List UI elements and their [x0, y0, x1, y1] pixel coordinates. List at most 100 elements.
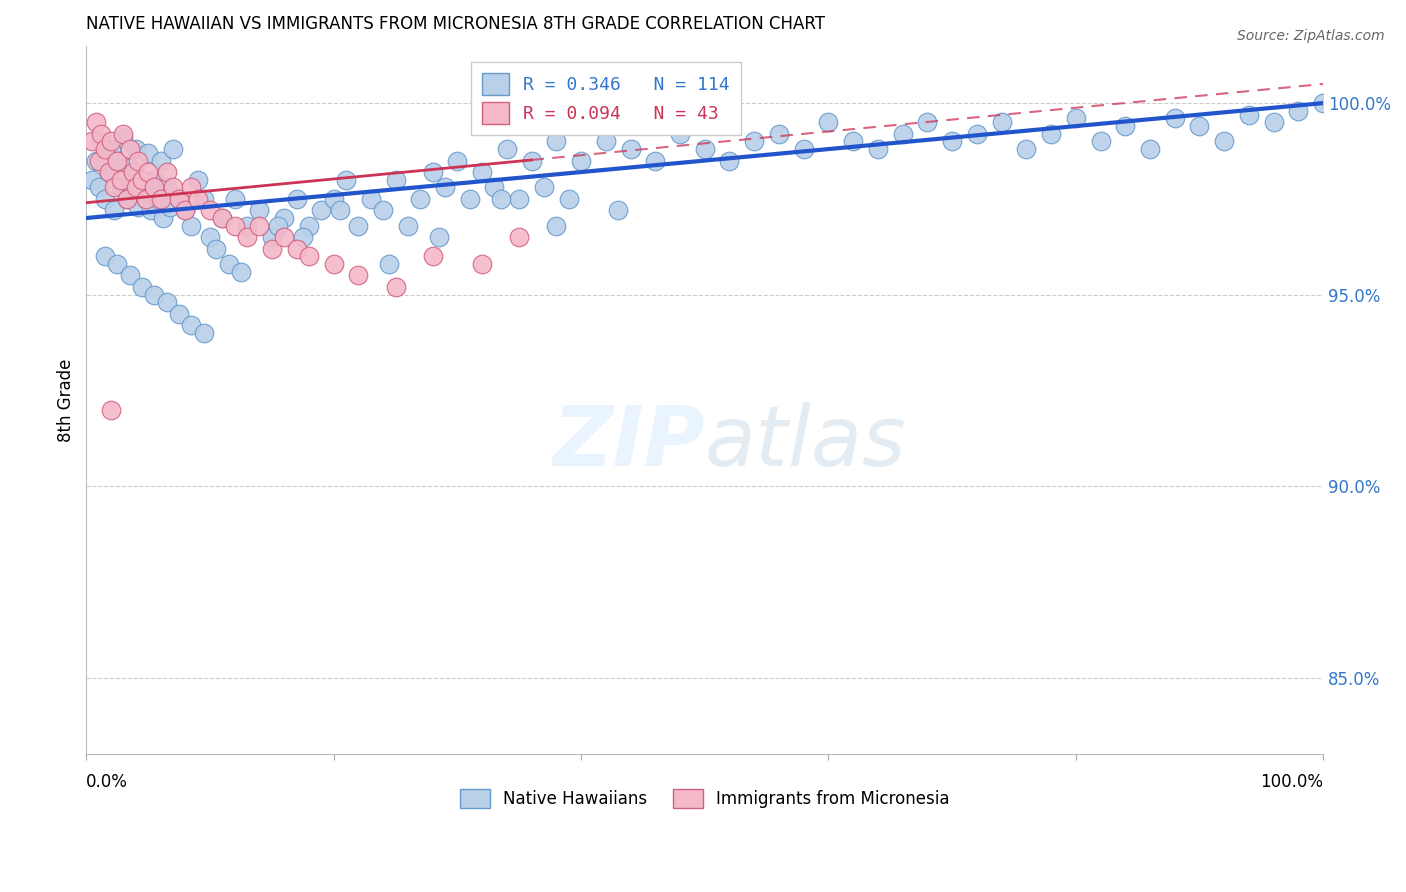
Point	[817, 115, 839, 129]
Point	[267, 219, 290, 233]
Point	[146, 192, 169, 206]
Point	[90, 135, 112, 149]
Point	[174, 203, 197, 218]
Point	[260, 242, 283, 256]
Point	[159, 200, 181, 214]
Point	[569, 153, 592, 168]
Point	[143, 287, 166, 301]
Point	[105, 153, 128, 168]
Point	[644, 153, 666, 168]
Point	[669, 127, 692, 141]
Point	[1064, 112, 1087, 126]
Point	[131, 172, 153, 186]
Point	[193, 192, 215, 206]
Point	[742, 135, 765, 149]
Point	[595, 135, 617, 149]
Point	[1263, 115, 1285, 129]
Point	[112, 127, 135, 141]
Point	[347, 219, 370, 233]
Point	[198, 230, 221, 244]
Point	[866, 142, 889, 156]
Point	[793, 142, 815, 156]
Point	[990, 115, 1012, 129]
Point	[1164, 112, 1187, 126]
Point	[619, 142, 641, 156]
Point	[229, 265, 252, 279]
Point	[118, 142, 141, 156]
Point	[471, 257, 494, 271]
Legend: Native Hawaiians, Immigrants from Micronesia: Native Hawaiians, Immigrants from Micron…	[451, 780, 957, 817]
Point	[143, 172, 166, 186]
Point	[224, 192, 246, 206]
Point	[122, 165, 145, 179]
Point	[1213, 135, 1236, 149]
Point	[84, 115, 107, 129]
Point	[105, 257, 128, 271]
Point	[966, 127, 988, 141]
Point	[187, 172, 209, 186]
Point	[156, 165, 179, 179]
Point	[135, 192, 157, 206]
Point	[162, 142, 184, 156]
Point	[311, 203, 333, 218]
Point	[143, 180, 166, 194]
Text: NATIVE HAWAIIAN VS IMMIGRANTS FROM MICRONESIA 8TH GRADE CORRELATION CHART: NATIVE HAWAIIAN VS IMMIGRANTS FROM MICRO…	[86, 15, 825, 33]
Point	[94, 249, 117, 263]
Point	[167, 192, 190, 206]
Y-axis label: 8th Grade: 8th Grade	[58, 359, 75, 442]
Point	[285, 242, 308, 256]
Point	[260, 230, 283, 244]
Point	[298, 219, 321, 233]
Point	[396, 219, 419, 233]
Point	[122, 180, 145, 194]
Point	[131, 280, 153, 294]
Point	[446, 153, 468, 168]
Point	[360, 192, 382, 206]
Point	[1015, 142, 1038, 156]
Point	[891, 127, 914, 141]
Point	[103, 203, 125, 218]
Point	[1090, 135, 1112, 149]
Point	[291, 230, 314, 244]
Point	[520, 153, 543, 168]
Point	[422, 249, 444, 263]
Point	[97, 165, 120, 179]
Point	[273, 211, 295, 225]
Point	[100, 135, 122, 149]
Point	[127, 153, 149, 168]
Point	[607, 203, 630, 218]
Point	[82, 135, 104, 149]
Point	[458, 192, 481, 206]
Point	[1237, 107, 1260, 121]
Point	[149, 153, 172, 168]
Point	[94, 192, 117, 206]
Point	[329, 203, 352, 218]
Point	[533, 180, 555, 194]
Point	[489, 192, 512, 206]
Point	[136, 145, 159, 160]
Point	[187, 192, 209, 206]
Point	[135, 192, 157, 206]
Point	[103, 180, 125, 194]
Point	[1040, 127, 1063, 141]
Point	[100, 402, 122, 417]
Point	[180, 180, 202, 194]
Point	[347, 268, 370, 283]
Text: 100.0%: 100.0%	[1260, 773, 1323, 791]
Point	[1286, 103, 1309, 118]
Point	[322, 192, 344, 206]
Point	[557, 192, 579, 206]
Point	[433, 180, 456, 194]
Point	[1139, 142, 1161, 156]
Point	[546, 135, 568, 149]
Text: 0.0%: 0.0%	[86, 773, 128, 791]
Point	[205, 242, 228, 256]
Point	[136, 165, 159, 179]
Point	[917, 115, 939, 129]
Point	[249, 203, 271, 218]
Point	[115, 192, 138, 206]
Text: atlas: atlas	[704, 402, 907, 483]
Point	[218, 257, 240, 271]
Point	[156, 295, 179, 310]
Point	[105, 153, 128, 168]
